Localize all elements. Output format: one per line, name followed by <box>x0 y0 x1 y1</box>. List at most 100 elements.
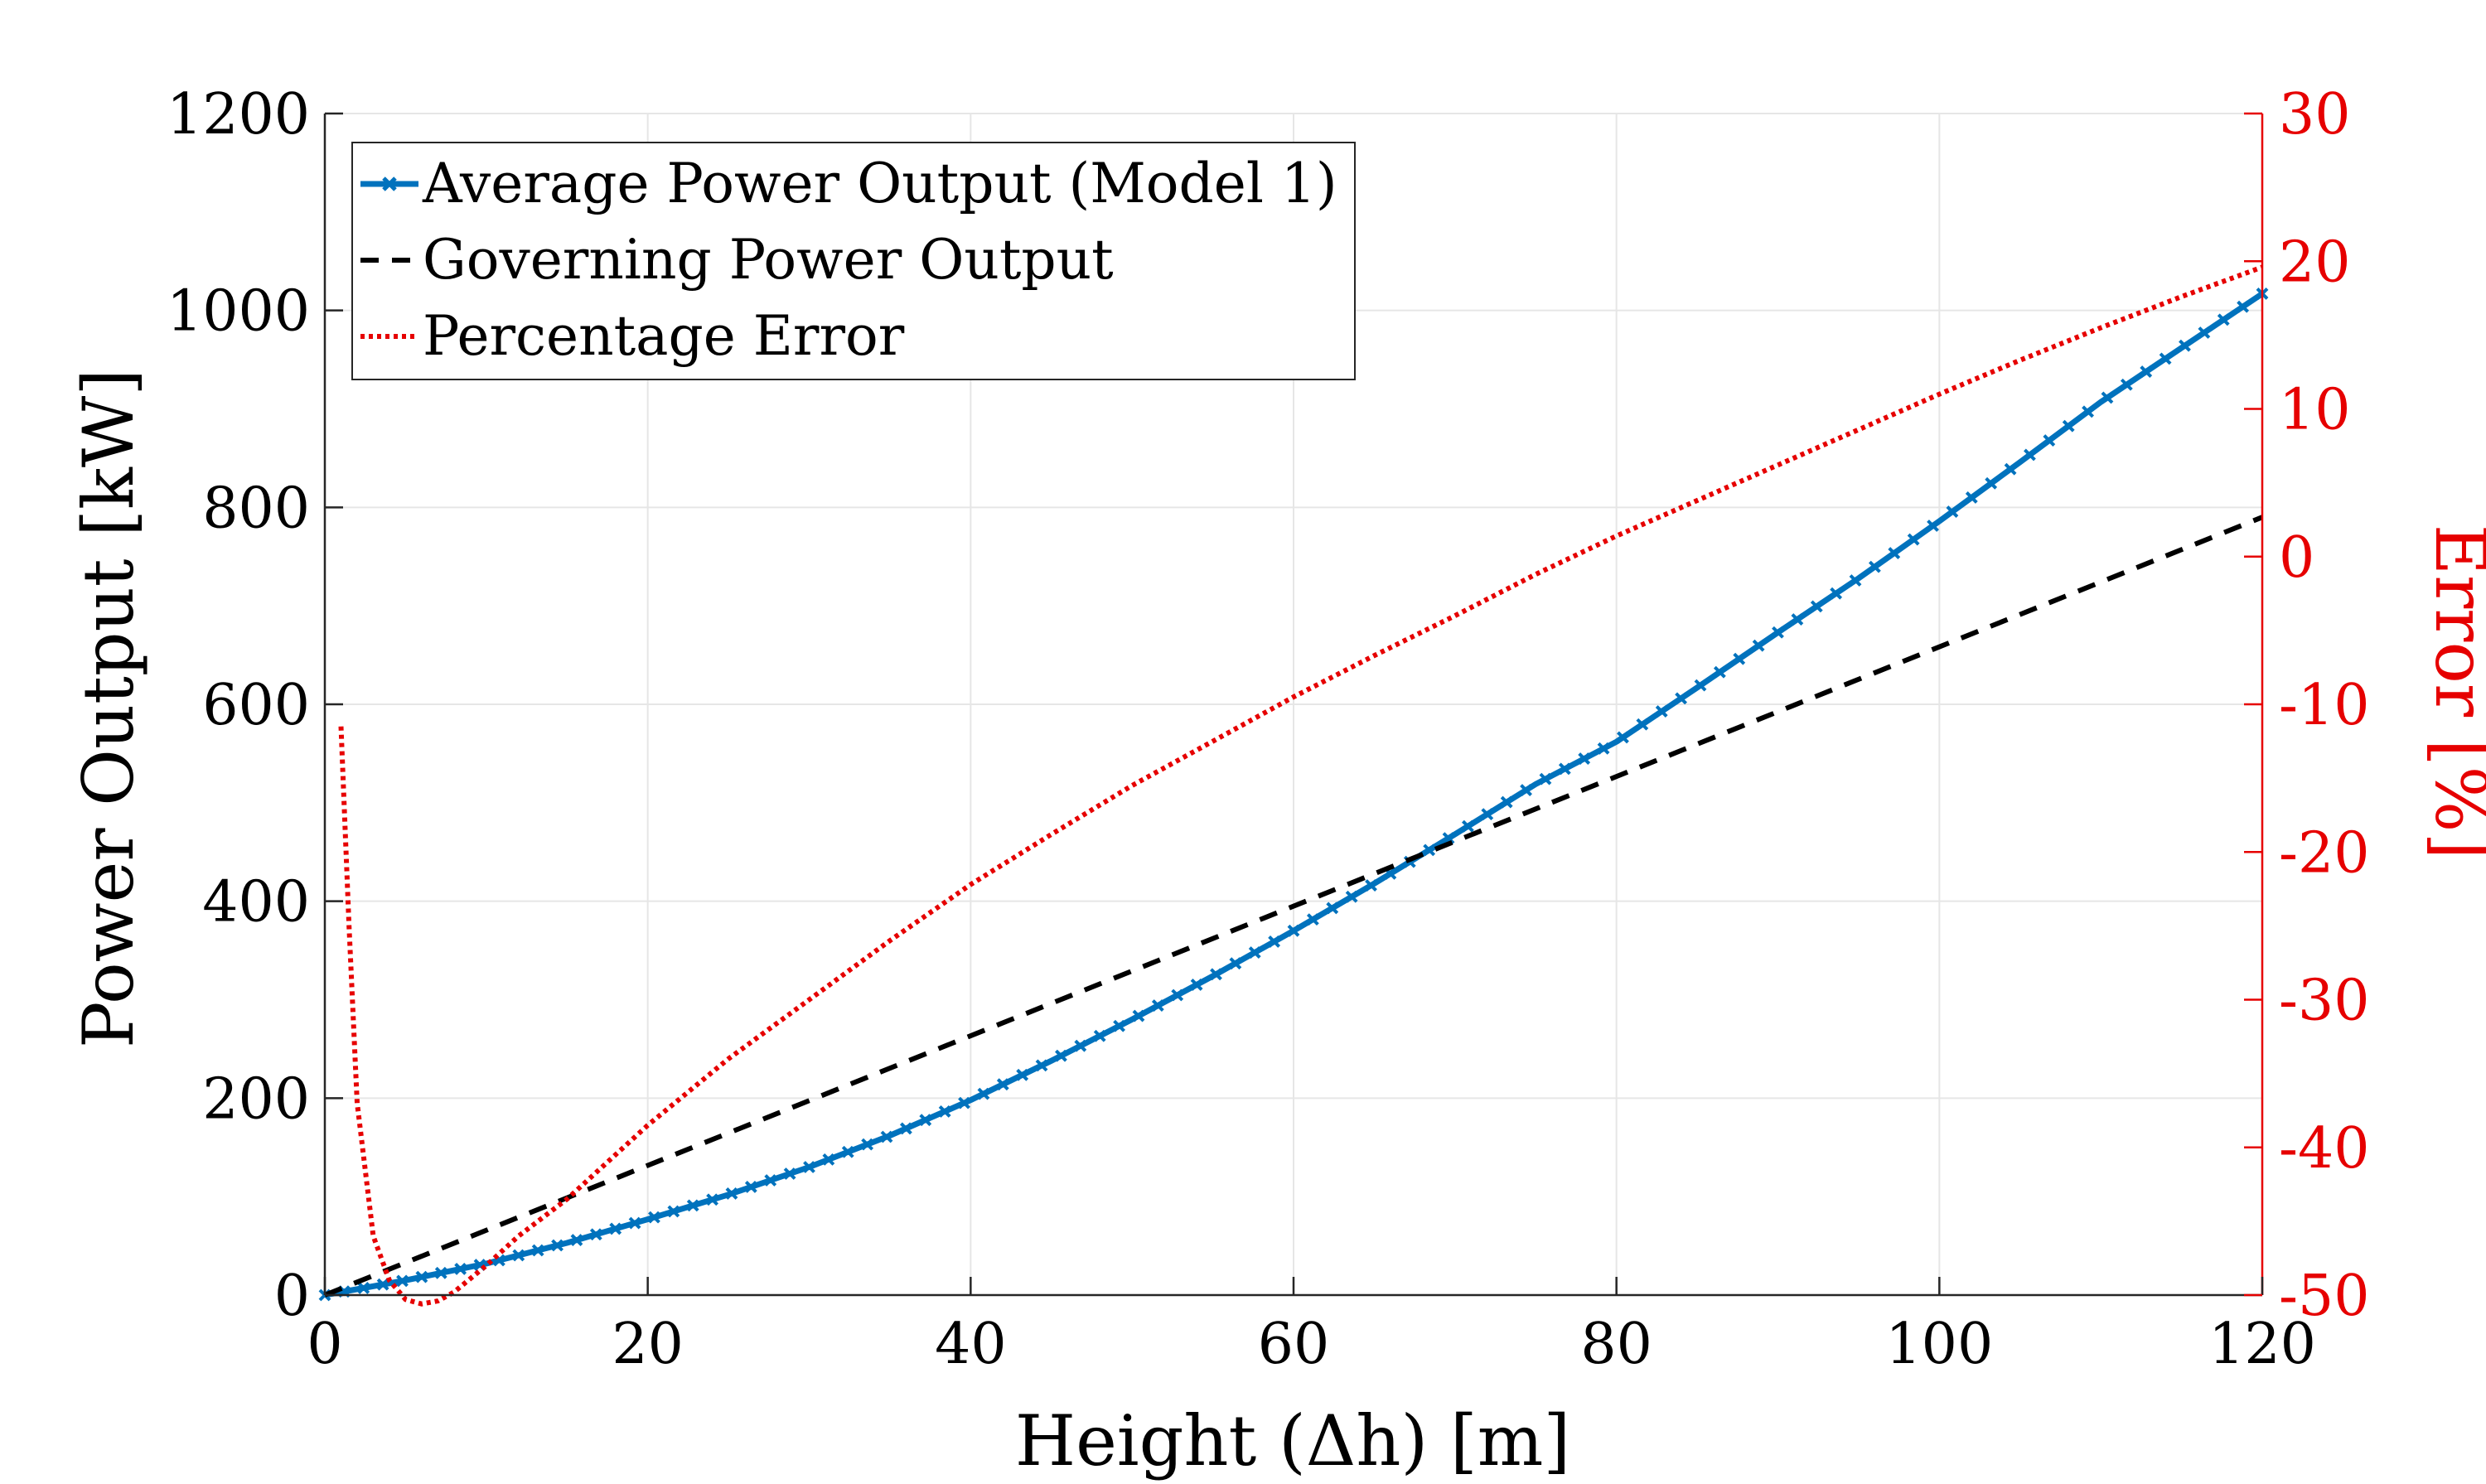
legend-label-error: Percentage Error <box>423 304 905 368</box>
y2-axis-title: Error [%] <box>2420 524 2486 859</box>
y2-tick-label: 0 <box>2279 525 2314 591</box>
data-point-marker <box>357 1282 370 1294</box>
data-point-marker <box>1578 752 1591 766</box>
x-tick-label: 20 <box>612 1312 684 1377</box>
x-tick-label: 40 <box>935 1312 1007 1377</box>
x-tick-label: 100 <box>1885 1312 1993 1377</box>
legend-box <box>351 142 1356 380</box>
data-point-marker <box>2237 300 2250 313</box>
data-point-marker <box>1500 795 1513 809</box>
data-point-marker <box>1617 731 1629 744</box>
series-layer <box>318 264 2269 1307</box>
y2-axis-ticks: -50 -40 -30 -20 -10 0 10 20 30 <box>2244 82 2370 1329</box>
data-point-marker <box>1927 520 1939 532</box>
data-point-marker <box>1326 902 1339 915</box>
x-tick-label: 80 <box>1580 1312 1652 1377</box>
y2-tick-label: 20 <box>2279 230 2351 295</box>
data-point-marker <box>1946 505 1959 518</box>
data-point-marker <box>1636 718 1649 731</box>
data-point-marker <box>919 1114 932 1127</box>
data-point-marker <box>2062 419 2075 433</box>
data-point-marker <box>783 1167 796 1180</box>
data-point-marker <box>2024 448 2036 462</box>
legend-marker-x <box>382 176 397 191</box>
data-point-marker <box>1675 692 1688 705</box>
x-tick-label: 0 <box>307 1312 342 1377</box>
y-axis-ticks: 0 200 400 600 800 1000 1200 <box>167 82 343 1329</box>
legend-label-average: Average Power Output (Model 1) <box>422 152 1337 215</box>
data-point-marker <box>2179 339 2191 352</box>
y2-tick-label: 10 <box>2279 378 2351 443</box>
data-point-marker <box>1268 935 1281 948</box>
series-1 <box>318 288 2269 1302</box>
series-line <box>323 515 2264 1298</box>
data-point-marker <box>1462 819 1474 833</box>
data-point-marker <box>1985 476 1998 490</box>
data-point-marker <box>1345 890 1358 903</box>
data-point-marker <box>1810 600 1823 613</box>
data-point-marker <box>861 1138 874 1151</box>
data-point-marker <box>1016 1068 1029 1081</box>
data-point-marker <box>667 1205 680 1218</box>
data-point-marker <box>1539 772 1552 786</box>
data-point-marker <box>1442 832 1455 845</box>
x-tick-label: 60 <box>1258 1312 1330 1377</box>
data-point-marker <box>376 1278 389 1291</box>
data-point-marker <box>2120 378 2133 391</box>
data-point-marker <box>1229 957 1242 970</box>
data-point-marker <box>1210 968 1222 981</box>
data-point-marker <box>570 1234 583 1247</box>
data-point-marker <box>589 1228 602 1241</box>
data-point-marker <box>938 1105 951 1118</box>
data-point-marker <box>1481 808 1494 821</box>
data-point-marker <box>841 1145 854 1158</box>
data-point-marker <box>1190 979 1203 991</box>
data-point-marker <box>744 1181 757 1193</box>
data-point-marker <box>1733 652 1746 665</box>
x-tick-label: 120 <box>2208 1312 2316 1377</box>
data-point-marker <box>1520 784 1532 796</box>
data-point-marker <box>1171 989 1184 1002</box>
data-point-marker <box>1558 762 1571 776</box>
data-point-marker <box>899 1122 912 1135</box>
data-point-marker <box>1093 1029 1106 1042</box>
y-tick-label: 800 <box>202 476 310 541</box>
y-axis-title: Power Output [kW] <box>68 369 149 1048</box>
data-point-marker <box>1713 665 1726 679</box>
data-point-marker <box>1132 1009 1145 1022</box>
data-point-marker <box>1694 679 1707 692</box>
data-point-marker <box>531 1244 544 1257</box>
data-point-marker <box>725 1187 738 1200</box>
data-point-marker <box>803 1161 815 1173</box>
y2-tick-label: -50 <box>2279 1264 2370 1329</box>
data-point-marker <box>1287 924 1300 937</box>
data-point-marker <box>996 1078 1009 1091</box>
data-point-marker <box>609 1222 622 1235</box>
data-point-marker <box>686 1199 699 1212</box>
data-point-marker <box>1151 999 1164 1012</box>
data-point-marker <box>648 1211 660 1224</box>
data-point-marker <box>2082 405 2094 418</box>
data-point-marker <box>1074 1039 1087 1052</box>
data-point-marker <box>1655 705 1668 718</box>
data-point-marker <box>1423 844 1436 857</box>
y2-tick-label: -10 <box>2279 673 2370 738</box>
data-point-marker <box>1965 491 1978 504</box>
data-point-marker <box>1248 946 1261 959</box>
data-point-marker <box>1597 742 1610 755</box>
x-axis-ticks: 0 20 40 60 80 100 120 <box>307 1277 2316 1377</box>
data-point-marker <box>822 1153 835 1166</box>
series-3 <box>338 264 2264 1307</box>
y-tick-label: 1200 <box>167 82 310 147</box>
y2-tick-label: -20 <box>2279 820 2370 886</box>
legend-label-governing: Governing Power Output <box>423 228 1114 292</box>
data-point-marker <box>1907 533 1920 546</box>
series-line <box>338 264 2264 1307</box>
y2-tick-label: 30 <box>2279 82 2351 147</box>
data-point-marker <box>551 1239 563 1252</box>
data-point-marker <box>2043 434 2056 447</box>
data-point-marker <box>2101 391 2114 404</box>
data-point-marker <box>1772 626 1784 639</box>
y-tick-label: 0 <box>274 1264 310 1329</box>
